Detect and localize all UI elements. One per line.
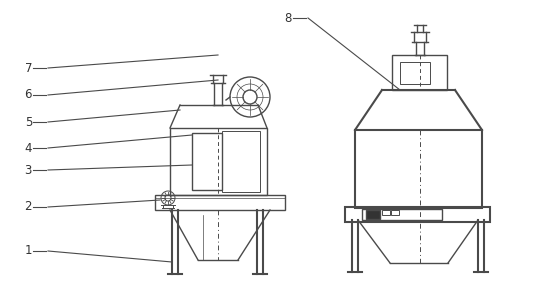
Bar	[362, 209, 442, 220]
Bar	[382, 210, 390, 215]
Bar	[392, 55, 447, 90]
Text: 1: 1	[25, 245, 32, 257]
Text: 6: 6	[25, 88, 32, 102]
Bar	[222, 131, 260, 192]
Bar	[170, 128, 267, 195]
Bar	[400, 62, 430, 84]
Bar	[345, 207, 490, 222]
Text: 4: 4	[25, 142, 32, 154]
Text: 3: 3	[25, 164, 32, 176]
Text: 8: 8	[284, 11, 292, 25]
Text: 5: 5	[25, 116, 32, 128]
Bar	[366, 210, 380, 219]
Bar	[391, 210, 399, 215]
Bar	[155, 195, 285, 210]
Text: 2: 2	[25, 200, 32, 214]
Text: 7: 7	[25, 61, 32, 74]
Bar	[192, 133, 222, 190]
Bar	[355, 130, 482, 208]
